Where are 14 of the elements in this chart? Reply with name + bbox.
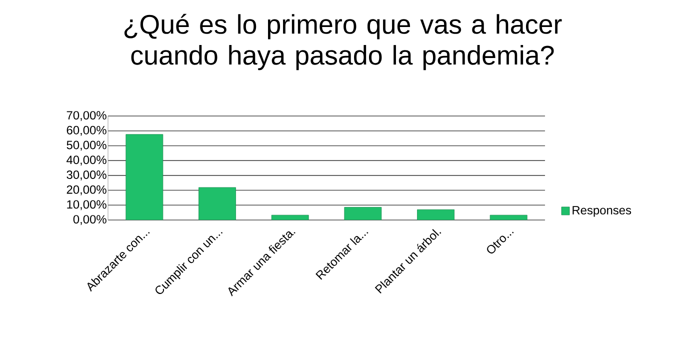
bar [417, 210, 454, 220]
y-tick-label: 60,00% [66, 126, 106, 136]
bar [344, 207, 382, 220]
bar [126, 134, 164, 220]
bar [198, 187, 236, 220]
y-tick-label: 30,00% [66, 170, 106, 180]
y-tick-label: 10,00% [67, 200, 106, 210]
y-tick-label: 50,00% [66, 140, 106, 151]
y-tick-label: 0,00% [73, 215, 106, 225]
legend-label: Responses [572, 206, 632, 217]
y-tick-label: 40,00% [66, 156, 106, 166]
y-tick-label: 20,00% [66, 185, 106, 196]
chart-title: ¿Qué es lo primero que vas a hacer cuando haya pasado la pandemia? [124, 14, 562, 70]
y-tick-label: 70,00% [66, 111, 106, 121]
